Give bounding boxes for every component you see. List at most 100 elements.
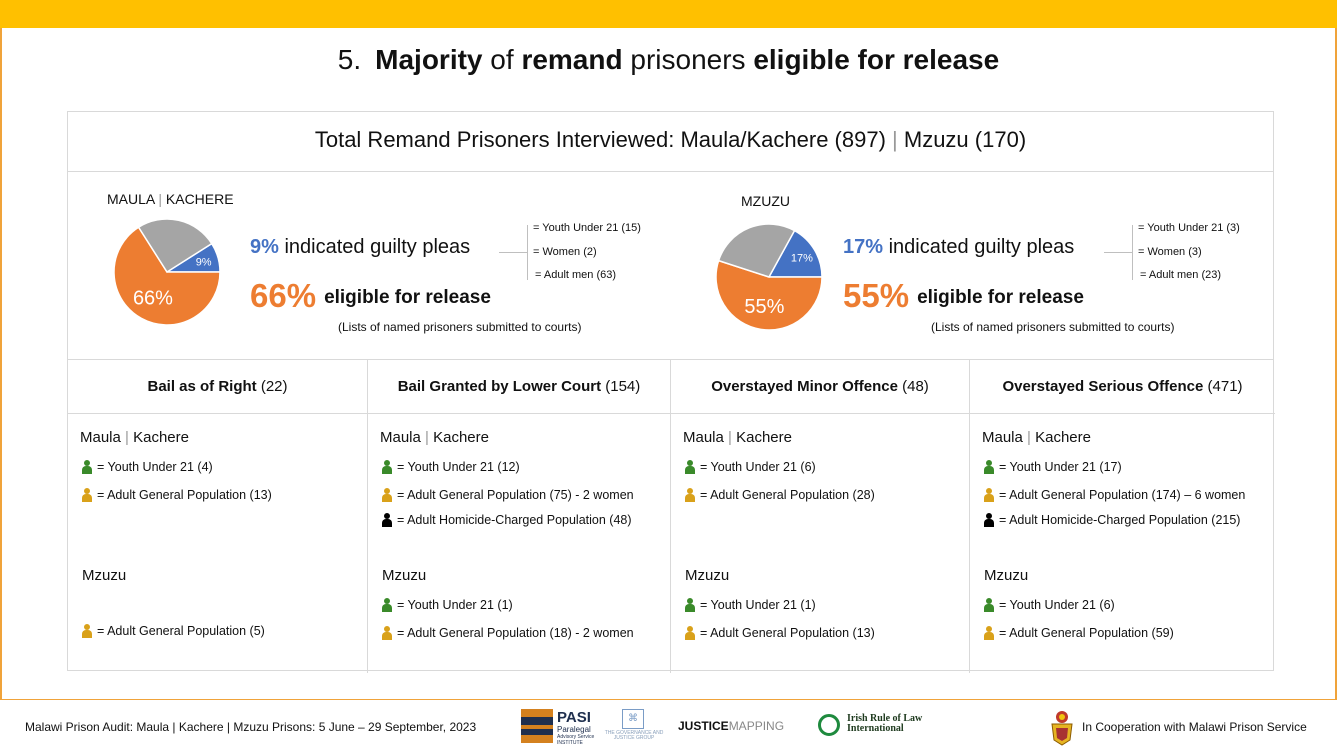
separator: | — [158, 191, 162, 207]
person-icon — [984, 626, 994, 640]
pie-slice — [717, 223, 796, 278]
title-number: 5. — [337, 44, 362, 75]
legend-item: = Adult General Population (28) — [685, 488, 875, 502]
site-name: KACHERE — [165, 191, 234, 207]
lists-note: (Lists of named prisoners submitted to c… — [338, 320, 582, 334]
breakdown-women: = Women (2) — [533, 246, 597, 258]
person-icon — [82, 460, 92, 474]
total-remand-header: Total Remand Prisoners Interviewed: Maul… — [68, 112, 1273, 172]
person-icon — [984, 598, 994, 612]
region-label-maula-kachere: Maula | Kachere — [380, 429, 489, 446]
irish-rule-of-law-logo-icon — [818, 714, 840, 736]
title-part: of — [482, 44, 522, 75]
region-name: Kachere — [736, 429, 792, 446]
category-overstayed-minor: Overstayed Minor Offence (48) Maula | Kac… — [671, 360, 970, 673]
legend-text: = Youth Under 21 (1) — [397, 598, 513, 612]
bracket-line — [527, 225, 528, 280]
legend-text: = Youth Under 21 (12) — [397, 460, 520, 474]
category-overstayed-serious: Overstayed Serious Offence (471) Maula | … — [970, 360, 1275, 673]
category-bail-lower-court: Bail Granted by Lower Court (154) Maula |… — [368, 360, 671, 673]
title-part: prisoners — [622, 44, 754, 75]
eligible-pct: 66% — [250, 277, 317, 314]
person-icon — [685, 488, 695, 502]
category-count: (154) — [601, 378, 641, 395]
pie-slice — [715, 259, 823, 331]
legend-item: = Adult General Population (13) — [82, 488, 272, 502]
irl-line: International — [847, 723, 904, 734]
person-icon — [685, 598, 695, 612]
separator: | — [425, 429, 429, 446]
legend-text: = Youth Under 21 (1) — [700, 598, 816, 612]
lists-note: (Lists of named prisoners submitted to c… — [931, 320, 1175, 334]
governance-logo-text: THE GOVERNANCE AND JUSTICE GROUP — [604, 730, 664, 741]
pie-chart-mzuzu: 17% 55% — [715, 223, 823, 331]
legend-item: = Youth Under 21 (1) — [685, 598, 816, 612]
pasi-sub: Paralegal — [557, 725, 591, 734]
category-bail-as-of-right: Bail as of Right (22) Maula | Kachere = Yo… — [68, 360, 368, 673]
breakdown-youth: = Youth Under 21 (15) — [533, 222, 641, 234]
guilty-line-maula: 9% indicated guilty pleas — [250, 236, 470, 259]
category-title: Overstayed Minor Offence — [711, 378, 898, 395]
legend-text: = Youth Under 21 (6) — [700, 460, 816, 474]
legend-item: = Youth Under 21 (17) — [984, 460, 1122, 474]
title-part: Majority — [375, 44, 483, 75]
justice-mapping-logo: JUSTICEMAPPING — [678, 719, 784, 733]
pie-slice — [137, 218, 213, 274]
region-label-mzuzu: Mzuzu — [685, 567, 730, 584]
mapping-text: MAPPING — [728, 719, 785, 733]
region-name: Kachere — [133, 429, 189, 446]
person-icon — [82, 488, 92, 502]
category-count: (48) — [897, 378, 929, 395]
guilty-text: indicated guilty pleas — [284, 236, 471, 258]
site-label-mzuzu: MZUZU — [741, 193, 790, 209]
guilty-pct: 17% — [843, 236, 884, 258]
pie-slice-label: 66% — [133, 288, 173, 310]
eligible-line-mzuzu: 55% eligible for release — [843, 277, 1084, 315]
region-label-mzuzu: Mzuzu — [382, 567, 427, 584]
region-label-mzuzu: Mzuzu — [82, 567, 127, 584]
category-count: (471) — [1203, 378, 1243, 395]
person-icon — [984, 513, 994, 527]
person-icon — [685, 626, 695, 640]
category-header: Bail Granted by Lower Court (154) — [368, 360, 670, 414]
title-part: eligible for release — [753, 44, 1000, 75]
category-title: Overstayed Serious Offence — [1002, 378, 1204, 395]
pie-chart-maula: 9% 66% — [113, 218, 221, 326]
legend-item: = Youth Under 21 (1) — [382, 598, 513, 612]
legend-item: = Adult Homicide-Charged Population (48) — [382, 513, 632, 527]
breakdown-youth: = Youth Under 21 (3) — [1138, 222, 1240, 234]
category-grid: Bail as of Right (22) Maula | Kachere = Yo… — [68, 359, 1275, 673]
connector-line — [1104, 252, 1132, 253]
separator: | — [892, 127, 898, 152]
irish-rule-of-law-logo-text: Irish Rule of Law International — [847, 714, 922, 734]
eligible-text: eligible for release — [917, 287, 1084, 308]
legend-item: = Adult General Population (75) - 2 wome… — [382, 488, 634, 502]
legend-text: = Adult General Population (28) — [700, 488, 875, 502]
breakdown-men: = Adult men (63) — [535, 269, 617, 281]
guilty-line-mzuzu: 17% indicated guilty pleas — [843, 236, 1074, 259]
legend-item: = Youth Under 21 (6) — [685, 460, 816, 474]
person-icon — [382, 513, 392, 527]
region-label-mzuzu: Mzuzu — [984, 567, 1029, 584]
legend-text: = Adult General Population (13) — [700, 626, 875, 640]
legend-item: = Adult General Population (13) — [685, 626, 875, 640]
slide-title: 5. Majority of remand prisoners eligible … — [0, 44, 1337, 76]
region-label-maula-kachere: Maula | Kachere — [982, 429, 1091, 446]
total-label: Total Remand Prisoners Interviewed: Maul… — [314, 127, 886, 152]
pasi-logo-icon — [521, 709, 553, 743]
main-content-box: Total Remand Prisoners Interviewed: Maul… — [67, 111, 1275, 673]
person-icon — [82, 624, 92, 638]
category-count: (22) — [256, 378, 288, 395]
legend-text: = Adult General Population (59) — [999, 626, 1174, 640]
eligible-text: eligible for release — [324, 287, 491, 308]
legend-item: = Adult General Population (59) — [984, 626, 1174, 640]
pie-slice-label: 9% — [196, 256, 212, 268]
site-name: MAULA — [107, 191, 155, 207]
legend-text: = Adult General Population (75) - 2 wome… — [397, 488, 634, 502]
eligible-pct: 55% — [843, 277, 910, 314]
total-label-mzuzu: Mzuzu (170) — [903, 127, 1027, 152]
pasi-logo-text: PASI — [557, 709, 591, 726]
separator: | — [728, 429, 732, 446]
pasi-logo-subtext: Paralegal Advisory Service INSTITUTE — [557, 725, 594, 747]
legend-text: = Adult General Population (13) — [97, 488, 272, 502]
